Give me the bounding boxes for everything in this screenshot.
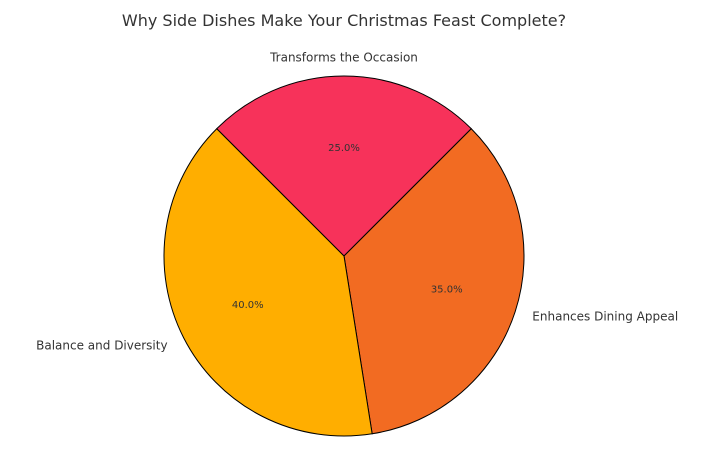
- pie-slices: [163, 75, 525, 437]
- slice-pct-label-3: 40.0%: [232, 300, 264, 311]
- slice-label-2: Enhances Dining Appeal: [532, 310, 678, 324]
- pie-slice-1: [216, 75, 472, 257]
- slice-label-1: Transforms the Occasion: [269, 51, 418, 65]
- slice-label-3: Balance and Diversity: [36, 338, 167, 352]
- chart-title: Why Side Dishes Make Your Christmas Feas…: [122, 11, 566, 30]
- pie-slice-3: [163, 128, 373, 437]
- pie-labels: Transforms the Occasion 25.0% Enhances Din…: [36, 51, 678, 353]
- slice-pct-label-1: 25.0%: [328, 143, 360, 154]
- slice-pct-label-2: 35.0%: [431, 284, 463, 295]
- pie-slice-2: [343, 128, 525, 435]
